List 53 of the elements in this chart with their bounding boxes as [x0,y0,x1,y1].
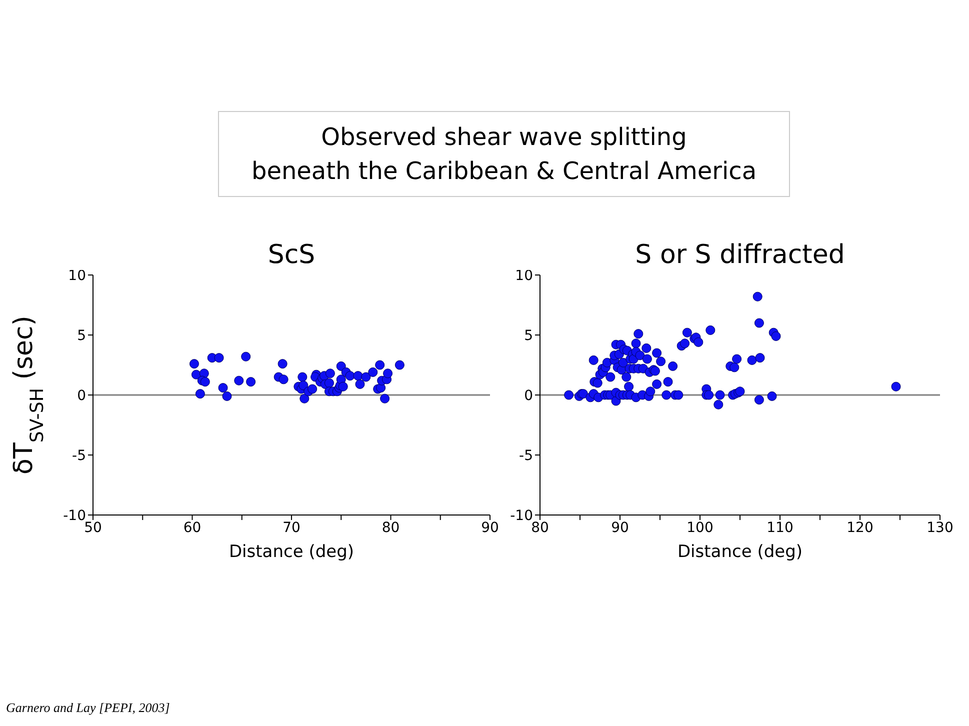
x-axis-title: Distance (deg) [228,542,354,562]
point [241,352,251,362]
x-tick-label: 90 [481,520,499,536]
y-tick-label: -5 [519,448,533,464]
text: Observed shear wave splitting beneath the Caribbean & Central America [218,111,790,197]
point [214,353,224,363]
x-tick-label: 100 [686,520,714,536]
point [218,383,228,393]
point [394,360,404,370]
point [195,389,205,399]
point [361,372,371,382]
x-tick-label: 80 [382,520,400,536]
point [200,377,210,387]
point [325,368,335,378]
point [234,376,244,386]
point [355,379,365,389]
point [368,367,378,377]
point [375,360,385,370]
y-tick-label: 5 [77,328,86,344]
point [380,394,390,404]
point [278,359,288,369]
point [383,368,393,378]
y-tick-label: -10 [63,508,86,524]
y-tick-label: 5 [524,328,533,344]
point [324,378,334,388]
x-tick-label: 60 [183,520,202,536]
point [338,382,348,392]
point [246,377,256,387]
point [353,371,363,381]
y-tick-label: -10 [510,508,533,524]
x-axis-title: Distance (deg) [677,542,803,562]
point [189,359,199,369]
point [300,394,310,404]
y-tick-label: -5 [72,448,86,464]
point [278,374,288,384]
point [222,391,232,401]
y-tick-label: 0 [524,388,533,404]
text: Garnero and Lay [PEPI, 2003] [6,700,170,716]
point [345,371,355,381]
x-tick-label: 70 [282,520,300,536]
x-tick-label: 50 [84,520,102,536]
x-tick-label: 130 [926,520,954,536]
chart-title: ScS [266,240,316,270]
y-tick-label: 0 [77,388,86,404]
x-tick-label: 80 [531,520,549,536]
chart-title: S or S diffracted [634,240,846,270]
point [298,372,308,382]
x-tick-label: 120 [846,520,874,536]
point [336,361,346,371]
x-tick-label: 110 [766,520,794,536]
point [298,380,308,390]
x-tick-label: 90 [611,520,629,536]
point [308,384,318,394]
